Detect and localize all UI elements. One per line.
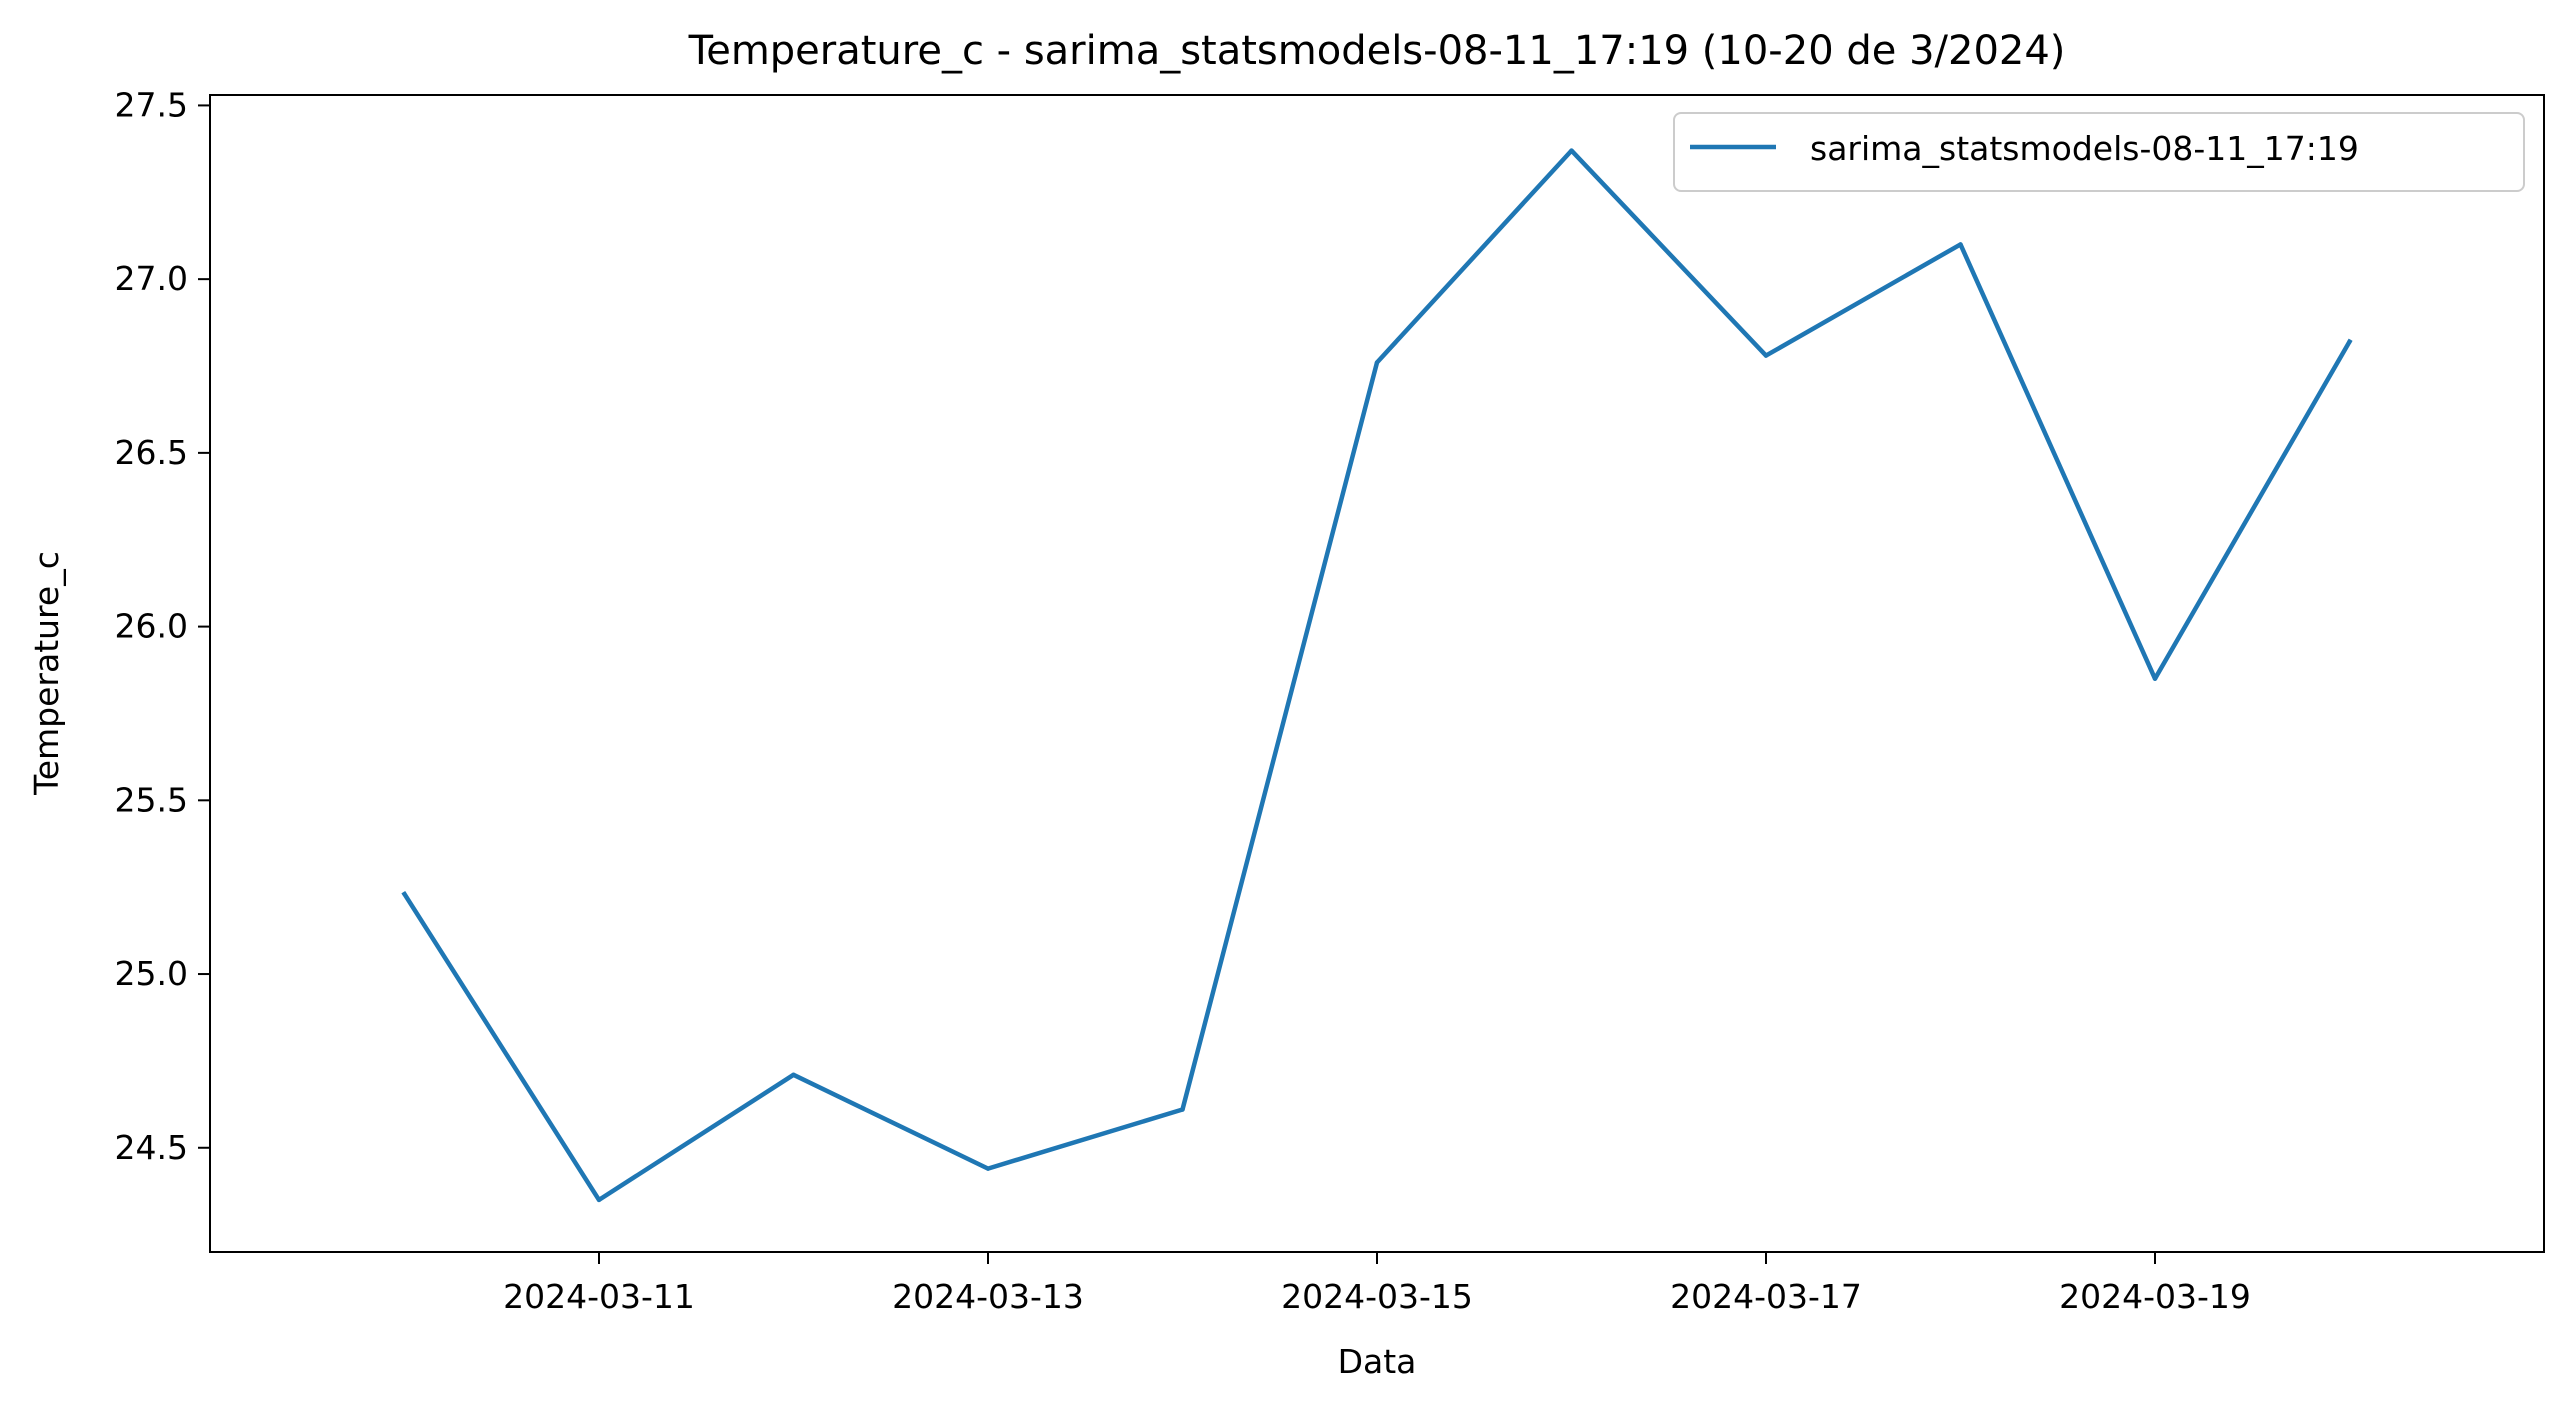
- x-tick-label: 2024-03-15: [1281, 1277, 1473, 1316]
- y-tick-label: 25.5: [115, 780, 188, 819]
- data-point: [1374, 360, 1380, 365]
- data-point: [791, 1072, 796, 1078]
- plot-area: [210, 95, 2544, 1252]
- data-point: [1180, 1107, 1185, 1112]
- y-axis-label: Temperature_c: [27, 551, 66, 796]
- data-point: [1569, 148, 1574, 153]
- plot-frame: [209, 94, 2545, 1253]
- y-tick-label: 25.0: [115, 954, 188, 993]
- data-point: [596, 1197, 602, 1203]
- legend-label: sarima_statsmodels-08-11_17:19: [1810, 129, 2359, 168]
- x-tick-label: 2024-03-19: [2059, 1277, 2251, 1316]
- x-axis-label: Data: [1338, 1342, 1417, 1381]
- data-point: [2347, 339, 2352, 344]
- legend-frame: [1673, 112, 2525, 192]
- y-axis-ticks: 24.5 25.0 25.5 26.0 26.5 27.0 27.5: [115, 85, 210, 1167]
- data-point: [1763, 353, 1769, 358]
- y-tick-label: 24.5: [115, 1128, 188, 1167]
- x-tick-label: 2024-03-11: [503, 1277, 695, 1316]
- y-tick-label: 26.0: [115, 607, 188, 646]
- chart-title: Temperature_c - sarima_statsmodels-08-11…: [688, 28, 2066, 74]
- legend: sarima_statsmodels-08-11_17:19: [1673, 112, 2525, 192]
- data-point: [1958, 242, 1963, 247]
- y-tick-label: 26.5: [115, 433, 188, 472]
- data-point: [985, 1166, 991, 1171]
- y-tick-label: 27.5: [115, 85, 188, 124]
- data-point: [2152, 676, 2158, 681]
- data-point: [402, 891, 407, 897]
- y-tick-label: 27.0: [115, 259, 188, 298]
- x-tick-label: 2024-03-17: [1670, 1277, 1862, 1316]
- x-tick-label: 2024-03-13: [892, 1277, 1084, 1316]
- series-layer: [401, 148, 2353, 1203]
- x-axis-ticks: 2024-03-11 2024-03-13 2024-03-15 2024-03-17…: [503, 1252, 2251, 1316]
